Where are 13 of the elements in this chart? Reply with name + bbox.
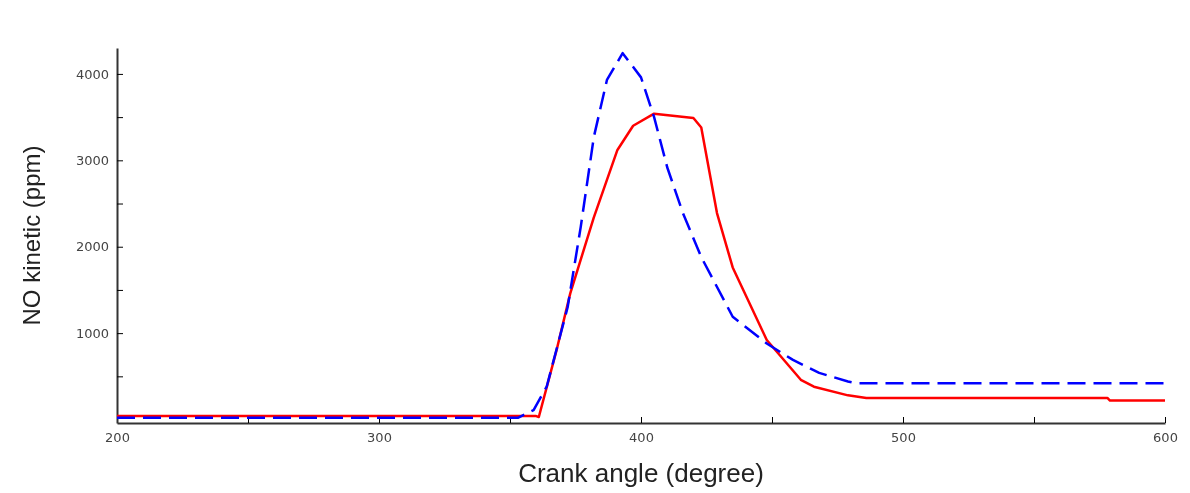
x-tick-label: 200 (105, 430, 130, 446)
line-series (115, 112, 1167, 419)
x-tick-label: 400 (629, 430, 654, 446)
y-tick-label: 4000 (75, 66, 109, 82)
y-tick-label: 2000 (75, 239, 109, 255)
x-tick-label: 300 (367, 430, 392, 446)
x-tick-label: 600 (1153, 430, 1178, 446)
line-series (115, 51, 1167, 420)
y-axis-title: NO kinetic (ppm) (18, 145, 45, 326)
y-tick-label: 3000 (75, 152, 109, 168)
x-tick-label: 500 (891, 430, 916, 446)
y-tick-label: 1000 (75, 325, 109, 341)
x-axis-title: Crank angle (degree) (518, 458, 764, 488)
